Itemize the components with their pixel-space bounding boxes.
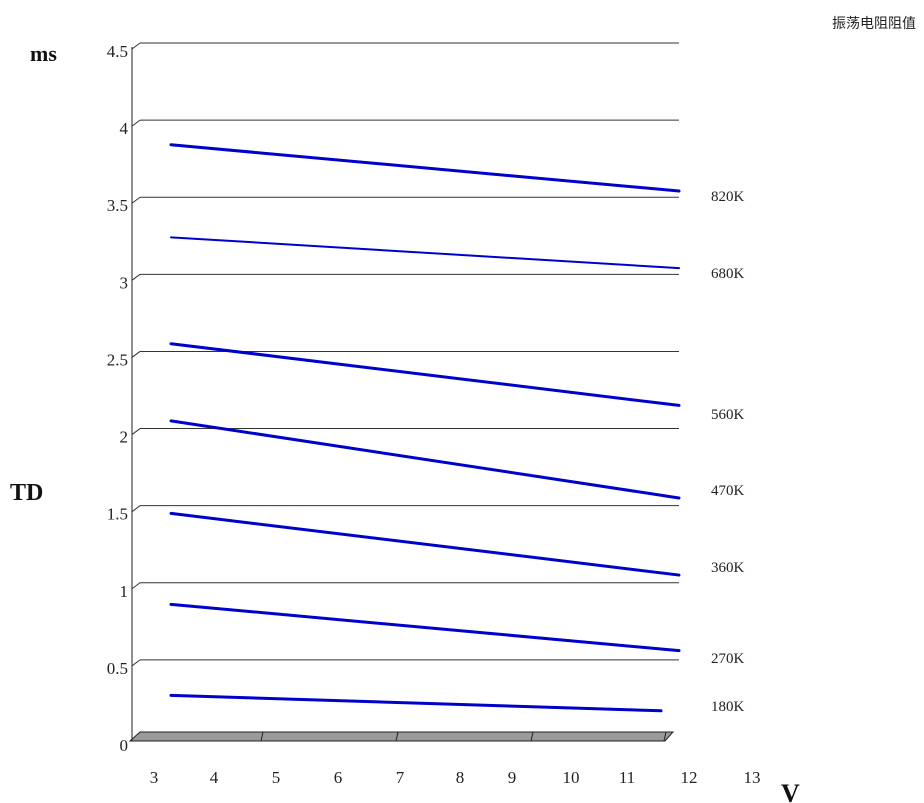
series-label-360k: 360K <box>711 560 745 576</box>
x-axis-ticks: 3 4 5 6 7 8 9 10 11 12 13 <box>150 768 761 787</box>
gridline-bevel <box>131 659 141 667</box>
y-axis-ticks: 0 0.5 1 1.5 2 2.5 3 3.5 4 4.5 <box>107 42 129 755</box>
floor-divider <box>260 731 264 742</box>
y-tick-label: 0 <box>120 736 129 755</box>
chart-floor <box>128 731 675 742</box>
floor-divider <box>530 731 534 742</box>
gridline-bevel <box>131 582 141 590</box>
gridline-bevel <box>131 351 141 358</box>
series-label-680k: 680K <box>711 266 745 282</box>
series-label-820k: 820K <box>711 189 745 205</box>
x-tick-label: 4 <box>210 768 219 787</box>
floor-divider <box>395 731 399 742</box>
x-tick-label: 6 <box>334 768 343 787</box>
x-tick-label: 9 <box>508 768 517 787</box>
y-tick-label: 4.5 <box>107 42 128 61</box>
y-tick-label: 1.5 <box>107 505 128 524</box>
gridline-bevel <box>131 196 141 204</box>
series-line-820k <box>169 143 681 193</box>
series-lines <box>169 143 681 713</box>
series-label-180k: 180K <box>711 699 745 715</box>
y-tick-label: 2.5 <box>107 350 128 369</box>
series-line-270k <box>169 602 681 653</box>
x-tick-label: 3 <box>150 768 159 787</box>
y-tick-label: 3 <box>120 273 129 292</box>
series-label-470k: 470K <box>711 483 745 499</box>
gridline-bevel <box>131 42 141 50</box>
y-tick-label: 3.5 <box>107 196 128 215</box>
x-axis-title: V <box>781 779 800 803</box>
y-tick-label: 1 <box>120 582 129 601</box>
x-tick-label: 11 <box>619 768 635 787</box>
y-axis-title: TD <box>10 480 43 506</box>
series-line-470k <box>169 419 681 500</box>
series-labels: 820K 680K 560K 470K 360K 270K 180K <box>711 189 745 715</box>
y-tick-label: 2 <box>120 428 129 447</box>
legend-title: 振荡电阻阻值 <box>832 16 916 32</box>
series-label-560k: 560K <box>711 407 745 423</box>
x-tick-label: 10 <box>563 768 580 787</box>
x-tick-label: 5 <box>272 768 281 787</box>
series-line-560k <box>169 342 681 407</box>
gridline-bevel <box>131 505 141 513</box>
floor-plane <box>128 731 675 742</box>
x-tick-label: 8 <box>456 768 465 787</box>
x-tick-label: 7 <box>396 768 405 787</box>
floor-divider <box>663 731 667 742</box>
gridline-bevel <box>131 119 141 127</box>
y-tick-label: 0.5 <box>107 659 128 678</box>
x-tick-label: 12 <box>681 768 698 787</box>
gridline-bevel <box>131 428 141 435</box>
gridline-bevel <box>131 273 141 281</box>
series-line-180k <box>169 693 663 713</box>
x-tick-label: 13 <box>744 768 761 787</box>
series-label-270k: 270K <box>711 651 745 667</box>
y-axis-unit: ms <box>30 41 57 66</box>
series-line-680k <box>170 236 680 270</box>
y-tick-label: 4 <box>120 119 129 138</box>
series-line-360k <box>169 511 681 577</box>
